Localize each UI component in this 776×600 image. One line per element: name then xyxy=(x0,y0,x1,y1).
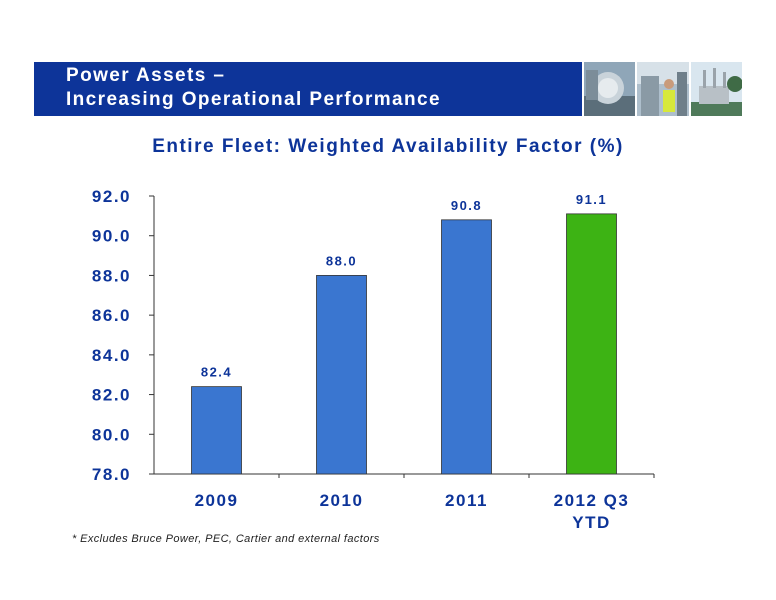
chart-title: Entire Fleet: Weighted Availability Fact… xyxy=(152,136,624,157)
bar xyxy=(441,219,492,475)
worker-photo xyxy=(637,62,689,116)
y-tick-label: 92.0 xyxy=(92,187,131,206)
y-tick-label: 86.0 xyxy=(92,306,131,325)
x-tick-label: 2011 xyxy=(445,491,488,510)
x-tick-label: 2009 xyxy=(195,491,239,510)
footnote: * Excludes Bruce Power, PEC, Cartier and… xyxy=(72,533,380,545)
header-photo-strip xyxy=(584,62,742,116)
data-label: 91.1 xyxy=(576,192,607,207)
y-tick-label: 88.0 xyxy=(92,266,131,285)
y-tick-label: 90.0 xyxy=(92,227,131,246)
bar xyxy=(566,213,617,475)
header-band xyxy=(34,62,582,116)
bar xyxy=(191,386,242,475)
y-tick-label: 78.0 xyxy=(92,465,131,484)
x-tick-label: 2010 xyxy=(320,491,364,510)
turbine-photo xyxy=(584,62,636,116)
data-label: 90.8 xyxy=(451,198,482,213)
data-label: 88.0 xyxy=(326,253,357,268)
x-tick-label: YTD xyxy=(572,513,611,532)
page-title-line-2: Increasing Operational Performance xyxy=(66,89,441,110)
y-tick-label: 80.0 xyxy=(92,425,131,444)
power-plant-photo xyxy=(690,62,742,116)
x-tick-label: 2012 Q3 xyxy=(554,491,630,510)
bar xyxy=(316,275,367,475)
y-tick-label: 84.0 xyxy=(92,346,131,365)
y-tick-label: 82.0 xyxy=(92,386,131,405)
page-title-line-1: Power Assets – xyxy=(66,65,226,86)
page-title: Power Assets – Increasing Operational Pe… xyxy=(66,64,441,112)
data-label: 82.4 xyxy=(201,365,232,380)
